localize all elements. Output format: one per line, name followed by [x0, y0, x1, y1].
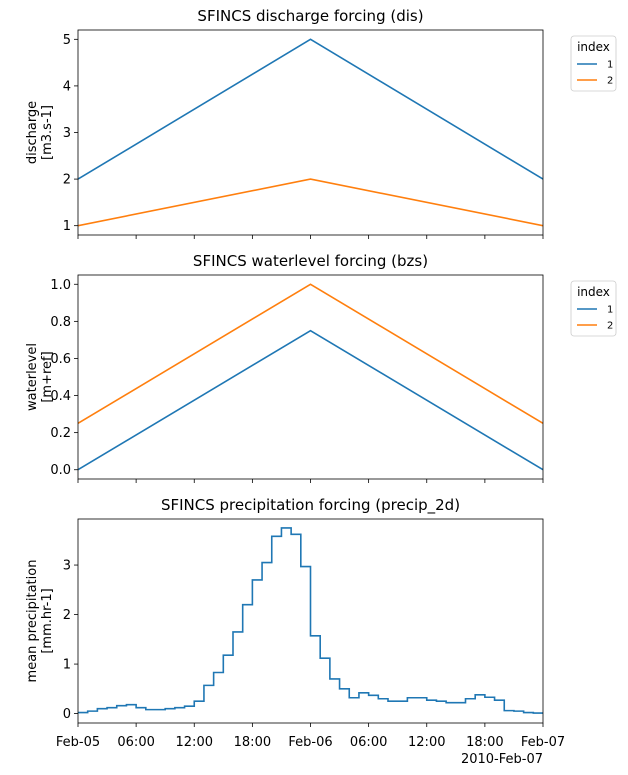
y-tick-label: 4 [63, 79, 71, 94]
y-tick-label: 2 [63, 608, 71, 623]
x-tick-label: 18:00 [466, 735, 503, 750]
y-axis-label-line: [m+ref] [40, 351, 55, 402]
x-tick-label: Feb-05 [56, 735, 100, 750]
x-tick-label: 12:00 [176, 735, 213, 750]
legend-label: 1 [607, 60, 613, 71]
legend: index 1 2 [570, 280, 617, 337]
series-line-2 [78, 283, 543, 425]
legend-title: index [577, 285, 610, 299]
y-tick-label: 0 [63, 707, 71, 722]
y-axis-label-line: waterlevel [25, 343, 40, 411]
y-tick-label: 3 [63, 559, 71, 574]
y-axis-label-line: [mm.hr-1] [40, 588, 55, 653]
y-tick-label: 1.0 [50, 278, 71, 293]
y-tick-label: 0.8 [50, 315, 71, 330]
y-tick-label: 1 [63, 658, 71, 673]
legend-label: 1 [607, 305, 613, 316]
x-tick-label: Feb-06 [288, 735, 332, 750]
x-offset-label: 2010-Feb-07 [461, 752, 543, 767]
y-tick-label: 5 [63, 33, 71, 48]
x-tick-label: 06:00 [117, 735, 154, 750]
y-tick-label: 2 [63, 173, 71, 188]
x-tick-label: 12:00 [408, 735, 445, 750]
plot-frame [77, 29, 544, 236]
chart-title: SFINCS waterlevel forcing (bzs) [193, 252, 428, 270]
y-axis-label: discharge[m3.s-1] [25, 101, 55, 164]
y-tick-label: 0.6 [50, 352, 71, 367]
y-axis-label-line: discharge [25, 101, 40, 164]
series-line-1 [78, 329, 543, 471]
y-tick-label: 0.4 [50, 389, 71, 404]
chart-title: SFINCS precipitation forcing (precip_2d) [161, 496, 460, 515]
legend-label: 2 [607, 321, 613, 332]
x-tick-label: Feb-07 [521, 735, 565, 750]
y-axis-label-line: mean precipitation [25, 560, 40, 683]
series-line-mean precipitation [78, 527, 543, 714]
chart-panel-3: SFINCS precipitation forcing (precip_2d)… [25, 496, 565, 767]
series-line-1 [78, 38, 543, 180]
y-tick-label: 0.2 [50, 426, 71, 441]
chart-panel-1: SFINCS discharge forcing (dis) 1 2 3 4 5 disch… [25, 7, 617, 239]
x-tick-label: 06:00 [350, 735, 387, 750]
legend: index 1 2 [570, 35, 617, 92]
plot-frame [77, 518, 544, 724]
y-tick-label: 0.0 [50, 463, 71, 478]
legend-label: 2 [607, 76, 613, 87]
y-tick-label: 1 [63, 219, 71, 234]
y-axis-label: mean precipitation[mm.hr-1] [25, 560, 55, 683]
chart-title: SFINCS discharge forcing (dis) [197, 7, 423, 25]
legend-title: index [577, 40, 610, 54]
plot-frame [77, 274, 544, 480]
y-tick-label: 3 [63, 126, 71, 141]
y-axis-label: waterlevel[m+ref] [25, 343, 55, 411]
y-axis-label-line: [m3.s-1] [40, 105, 55, 160]
chart-panel-2: SFINCS waterlevel forcing (bzs) 0.0 0.2 0.4… [25, 252, 617, 483]
series-line-2 [78, 178, 543, 227]
x-tick-label: 18:00 [234, 735, 271, 750]
